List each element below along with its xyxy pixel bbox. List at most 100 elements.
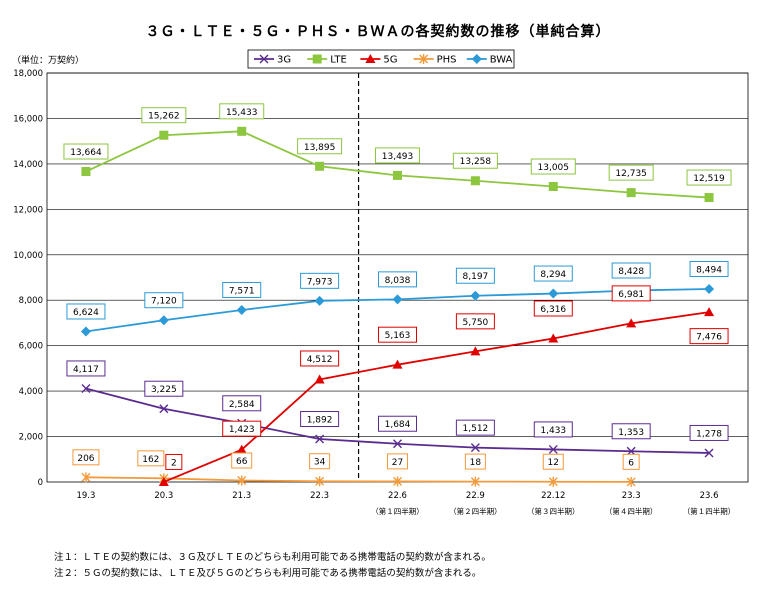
data-label-box <box>611 262 651 279</box>
data-label-box <box>231 452 253 469</box>
y-tick-label: 12,000 <box>13 205 43 215</box>
data-point <box>471 54 482 64</box>
data-label-box <box>66 360 106 377</box>
data-label-box <box>222 395 262 412</box>
data-label: 7,571 <box>229 286 255 296</box>
data-label-box <box>300 411 340 428</box>
data-point <box>392 359 403 369</box>
data-label-box <box>378 326 417 343</box>
series-3g <box>81 383 714 458</box>
data-point <box>393 439 402 449</box>
series-line <box>85 476 632 483</box>
data-point <box>548 444 558 454</box>
data-label: 12,735 <box>615 169 647 179</box>
y-tick-label: 4,000 <box>19 387 43 397</box>
data-point <box>470 443 480 453</box>
data-label-box <box>464 453 486 470</box>
data-label-box <box>542 453 564 470</box>
y-tick-label: 10,000 <box>13 251 43 261</box>
plot-area <box>80 126 715 487</box>
data-label-box <box>72 449 100 466</box>
data-label: 1,423 <box>229 425 255 435</box>
data-labels: 206 162 66 34 27 18 12 6 4,117 3,225 2,584 1,892 1,6… <box>63 103 732 470</box>
x-tick-label: 23.6 <box>700 491 719 501</box>
x-tick-label: 23.3 <box>622 491 641 501</box>
data-point <box>470 346 481 356</box>
data-label-box <box>222 420 262 437</box>
data-label: 4,512 <box>307 355 333 365</box>
data-point <box>80 326 91 337</box>
data-label-box <box>608 164 654 181</box>
data-label: 18 <box>470 458 482 468</box>
data-label-box <box>530 158 576 175</box>
data-label: 6 <box>628 458 634 468</box>
data-label: 7,120 <box>151 297 177 307</box>
data-point <box>315 476 325 487</box>
y-tick-label: 8,000 <box>19 296 43 306</box>
data-label: 15,262 <box>148 112 180 122</box>
data-label-box <box>137 450 165 467</box>
data-label: 6,624 <box>73 308 99 318</box>
data-label: 2,584 <box>229 400 255 410</box>
data-label-box <box>144 292 184 309</box>
data-label: 13,493 <box>382 152 414 162</box>
data-point <box>470 290 481 301</box>
data-point <box>393 170 402 180</box>
legend-label: BWA <box>490 55 513 66</box>
data-label: 12,519 <box>693 174 725 184</box>
x-quarter-label: （第２四半期） <box>449 506 502 516</box>
data-label: 8,494 <box>696 265 722 275</box>
data-label-box <box>533 265 573 282</box>
data-label-box <box>141 107 187 124</box>
data-point <box>314 374 325 384</box>
data-label-box <box>611 285 651 302</box>
data-point <box>236 304 247 315</box>
series-5g <box>158 307 715 486</box>
x-tick-label: 20.3 <box>154 491 173 501</box>
data-label: 7,476 <box>696 333 722 343</box>
data-point <box>259 54 269 64</box>
data-point <box>626 476 636 487</box>
data-label: 5,163 <box>385 331 411 341</box>
data-point <box>470 176 480 186</box>
x-tick-label: 19.3 <box>76 491 95 501</box>
data-label: 1,353 <box>618 428 644 438</box>
data-point <box>419 54 429 64</box>
data-label-box <box>455 267 495 284</box>
data-label-box <box>300 272 340 289</box>
data-label-box <box>309 453 331 470</box>
data-label: 13,005 <box>538 163 570 173</box>
x-tick-label: 22.6 <box>388 491 407 501</box>
data-point <box>159 404 169 414</box>
data-point <box>236 444 247 454</box>
data-label-box <box>387 453 408 470</box>
data-label-box <box>533 300 573 317</box>
data-point <box>704 193 714 203</box>
data-label-box <box>689 260 729 277</box>
y-tick-label: 6,000 <box>19 342 43 352</box>
data-point <box>626 318 637 328</box>
data-label: 1,278 <box>696 429 722 439</box>
data-label-box <box>165 453 183 470</box>
x-quarter-label: （第１四半期） <box>683 506 736 516</box>
x-tick-label: 22.12 <box>541 491 565 501</box>
data-point <box>704 448 714 458</box>
data-point <box>158 476 169 486</box>
data-point <box>81 472 91 483</box>
legend-item-bwa: BWA <box>466 54 513 66</box>
x-quarter-label: （第４四半期） <box>605 506 658 516</box>
data-label: 13,664 <box>70 148 102 158</box>
data-label: 2 <box>171 458 177 468</box>
data-label: 34 <box>314 458 326 468</box>
data-point <box>315 434 325 444</box>
data-label: 8,038 <box>385 276 411 286</box>
data-point <box>393 476 402 487</box>
data-point <box>548 181 558 191</box>
data-point <box>158 315 169 326</box>
data-point <box>365 54 376 63</box>
data-label-box <box>689 328 729 345</box>
series-line <box>163 311 710 483</box>
y-tick-label: 16,000 <box>13 114 43 124</box>
legend-label: 5G <box>383 55 397 66</box>
